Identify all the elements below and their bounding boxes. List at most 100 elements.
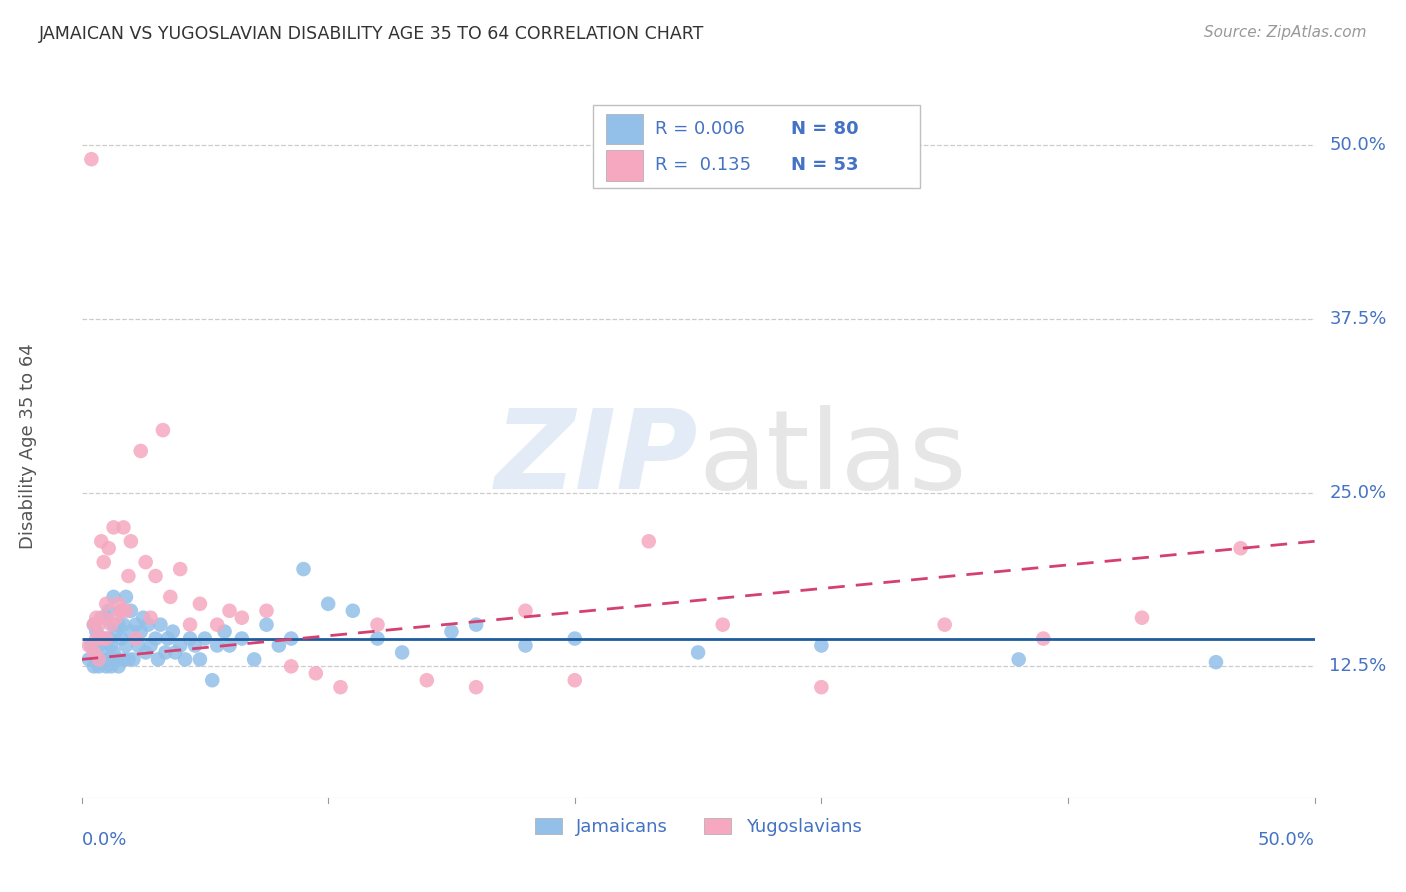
Text: 25.0%: 25.0%: [1330, 483, 1386, 501]
Point: [179, 617, 201, 632]
Point: [117, 569, 139, 583]
Point: [115, 639, 138, 653]
Point: [103, 617, 125, 632]
Point: [80, 152, 103, 166]
Point: [115, 590, 138, 604]
Point: [564, 673, 586, 688]
Text: R = 0.006: R = 0.006: [655, 120, 745, 138]
Point: [125, 632, 148, 646]
Point: [90, 610, 112, 624]
Text: N = 53: N = 53: [790, 156, 858, 175]
Point: [105, 652, 128, 666]
Point: [391, 645, 413, 659]
Point: [1229, 541, 1251, 556]
Legend: Jamaicans, Yugoslavians: Jamaicans, Yugoslavians: [527, 811, 869, 844]
Point: [93, 652, 115, 666]
Text: Disability Age 35 to 64: Disability Age 35 to 64: [20, 343, 37, 549]
Point: [112, 617, 135, 632]
Point: [515, 604, 537, 618]
Text: JAMAICAN VS YUGOSLAVIAN DISABILITY AGE 35 TO 64 CORRELATION CHART: JAMAICAN VS YUGOSLAVIAN DISABILITY AGE 3…: [39, 25, 704, 43]
Point: [100, 659, 122, 673]
Point: [136, 617, 159, 632]
Point: [515, 639, 537, 653]
Point: [97, 604, 120, 618]
Point: [129, 444, 152, 458]
Point: [1205, 655, 1227, 669]
Point: [145, 569, 167, 583]
Point: [93, 555, 115, 569]
Text: 12.5%: 12.5%: [1330, 657, 1386, 675]
Point: [90, 534, 112, 549]
Point: [87, 617, 110, 632]
Point: [96, 639, 118, 653]
Point: [97, 652, 120, 666]
Point: [465, 680, 488, 694]
FancyBboxPatch shape: [606, 114, 643, 145]
Point: [120, 534, 142, 549]
Point: [366, 617, 388, 632]
FancyBboxPatch shape: [606, 150, 643, 180]
Point: [188, 652, 211, 666]
Text: atlas: atlas: [699, 405, 966, 512]
Point: [96, 632, 118, 646]
Point: [188, 597, 211, 611]
Point: [146, 652, 169, 666]
Point: [110, 604, 132, 618]
Point: [711, 617, 734, 632]
Point: [316, 597, 339, 611]
Point: [1130, 610, 1153, 624]
Point: [105, 624, 128, 639]
Point: [243, 652, 266, 666]
Point: [280, 632, 302, 646]
Point: [256, 617, 278, 632]
Point: [120, 624, 142, 639]
Point: [93, 632, 115, 646]
Point: [93, 610, 115, 624]
Point: [83, 617, 105, 632]
Point: [165, 645, 187, 659]
Point: [83, 645, 105, 659]
Point: [169, 562, 191, 576]
Point: [107, 659, 129, 673]
Point: [810, 639, 832, 653]
Point: [112, 520, 135, 534]
Point: [96, 597, 118, 611]
Point: [135, 645, 157, 659]
Point: [218, 604, 240, 618]
Point: [329, 680, 352, 694]
Point: [80, 639, 103, 653]
Text: Source: ZipAtlas.com: Source: ZipAtlas.com: [1204, 25, 1367, 40]
Point: [231, 632, 253, 646]
Point: [129, 624, 152, 639]
Point: [465, 617, 488, 632]
Point: [90, 632, 112, 646]
Point: [256, 604, 278, 618]
Point: [103, 590, 125, 604]
Point: [87, 652, 110, 666]
Point: [107, 617, 129, 632]
Point: [440, 624, 463, 639]
Point: [120, 604, 142, 618]
FancyBboxPatch shape: [593, 104, 920, 188]
Text: N = 80: N = 80: [790, 120, 858, 138]
Point: [115, 604, 138, 618]
Point: [86, 624, 108, 639]
Point: [174, 652, 197, 666]
Point: [135, 555, 157, 569]
Point: [1008, 652, 1031, 666]
Point: [194, 632, 217, 646]
Point: [342, 604, 364, 618]
Point: [305, 666, 328, 681]
Point: [564, 632, 586, 646]
Point: [86, 652, 108, 666]
Point: [97, 632, 120, 646]
Point: [218, 639, 240, 653]
Point: [96, 610, 118, 624]
Text: R =  0.135: R = 0.135: [655, 156, 751, 175]
Point: [132, 610, 155, 624]
Point: [155, 645, 177, 659]
Point: [77, 652, 100, 666]
Point: [810, 680, 832, 694]
Point: [637, 534, 659, 549]
Point: [87, 639, 110, 653]
